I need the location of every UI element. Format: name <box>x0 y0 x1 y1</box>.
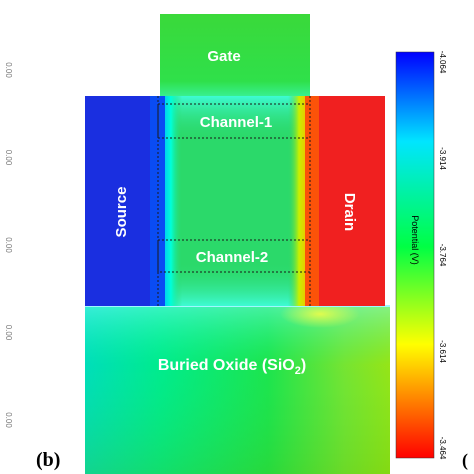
colorbar-tick-label: -3.914 <box>438 147 447 170</box>
panel-label: (b) <box>36 449 60 471</box>
buried-oxide-label: Buried Oxide (SiO2) <box>158 357 306 377</box>
buried-oxide-region <box>85 300 390 474</box>
left-axis-tick-label: 0.00 <box>4 237 13 253</box>
colorbar-tick-label: -3.464 <box>438 437 447 460</box>
left-axis-tick-label: 0.00 <box>4 412 13 428</box>
colorbar: -4.064 -3.914 -3.764 -3.614 -3.464 Potential… <box>395 51 447 460</box>
left-axis-tick-label: 0.00 <box>4 325 13 341</box>
left-axis-tick-label: 0.00 <box>4 150 13 166</box>
channel-1-label: Channel-1 <box>200 114 273 131</box>
source-region <box>85 96 165 306</box>
drain-label: Drain <box>341 193 358 231</box>
colorbar-tick-label: -3.764 <box>438 244 447 267</box>
gate-label: Gate <box>207 48 240 65</box>
colorbar-tick-label: -3.614 <box>438 340 447 363</box>
channel-2-label: Channel-2 <box>196 249 269 266</box>
left-axis-ticks: 0.00 0.00 0.00 0.00 0.00 <box>4 62 13 428</box>
gate-region <box>160 14 310 110</box>
drain-region <box>305 96 385 306</box>
right-edge-fragment: ( <box>462 450 468 471</box>
channel-body-region <box>160 96 310 306</box>
colorbar-ticks: -4.064 -3.914 -3.764 -3.614 -3.464 <box>438 51 447 460</box>
source-label: Source <box>113 187 130 238</box>
colorbar-tick-label: -4.064 <box>438 51 447 74</box>
colorbar-gradient <box>395 51 435 459</box>
colorbar-title: Potential (V) <box>410 215 420 265</box>
left-axis-tick-label: 0.00 <box>4 62 13 78</box>
